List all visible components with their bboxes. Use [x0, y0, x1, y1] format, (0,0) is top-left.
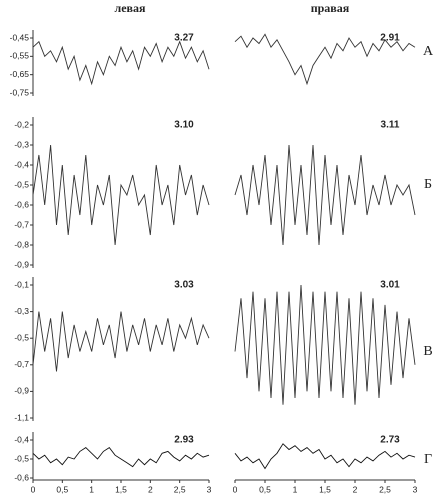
annotation: 2.73: [380, 435, 400, 446]
signal-line: [234, 144, 416, 246]
signal-line: [32, 311, 210, 372]
y-tick-label: -0,4: [14, 159, 29, 169]
y-tick-label: -0,55: [10, 51, 30, 61]
annotation: 3.01: [380, 280, 400, 291]
x-tick-label: 0,5: [56, 484, 68, 494]
y-tick-label: -0,3: [14, 139, 29, 149]
y-tick-label: -0,9: [14, 386, 29, 396]
y-tick-label: -0,5: [14, 332, 29, 342]
annotation: 2.93: [174, 435, 194, 446]
y-tick-label: -0,6: [14, 472, 29, 482]
x-tick-label: 0: [233, 484, 238, 494]
signal-line: [32, 144, 210, 246]
annotation: 3.11: [381, 120, 400, 131]
x-tick-label: 0: [31, 484, 36, 494]
signal-line: [234, 443, 416, 470]
row-label: Г: [424, 452, 432, 467]
x-tick-label: 3: [207, 484, 212, 494]
x-tick-label: 2,5: [174, 484, 186, 494]
y-tick-label: -0,7: [14, 219, 29, 229]
signal-line: [234, 284, 416, 405]
y-tick-label: -0,4: [14, 434, 29, 444]
signal-line: [32, 40, 210, 86]
y-tick-label: -0,5: [14, 179, 29, 189]
y-tick-label: -0,6: [14, 199, 29, 209]
x-tick-label: 3: [413, 484, 418, 494]
row-label: Б: [424, 177, 432, 192]
y-tick-label: -0,1: [14, 279, 29, 289]
annotation: 3.27: [174, 33, 194, 44]
column-header: правая: [311, 1, 350, 15]
x-tick-label: 1: [293, 484, 298, 494]
x-tick-label: 1,5: [319, 484, 331, 494]
signal-line: [32, 446, 210, 468]
row-label: В: [423, 344, 432, 359]
y-tick-label: -1,1: [14, 412, 29, 422]
y-tick-label: -0,8: [14, 239, 29, 249]
column-header: левая: [114, 1, 146, 15]
x-tick-label: 1: [89, 484, 94, 494]
y-tick-label: -0,7: [14, 359, 29, 369]
y-tick-label: -0,45: [10, 32, 30, 42]
y-tick-label: -0,9: [14, 259, 29, 269]
x-tick-label: 2,5: [379, 484, 391, 494]
annotation: 3.10: [174, 120, 194, 131]
y-tick-label: -0,3: [14, 306, 29, 316]
x-tick-label: 2: [148, 484, 153, 494]
y-tick-label: -0,75: [10, 87, 30, 97]
row-label: А: [423, 44, 434, 59]
y-tick-label: -0,5: [14, 453, 29, 463]
annotation: 3.03: [174, 280, 194, 291]
x-tick-label: 2: [353, 484, 358, 494]
x-tick-label: 1,5: [115, 484, 127, 494]
signal-line: [234, 33, 416, 86]
y-tick-label: -0,2: [14, 119, 29, 129]
x-tick-label: 0,5: [259, 484, 271, 494]
annotation: 2.91: [380, 33, 400, 44]
y-tick-label: -0,65: [10, 69, 30, 79]
